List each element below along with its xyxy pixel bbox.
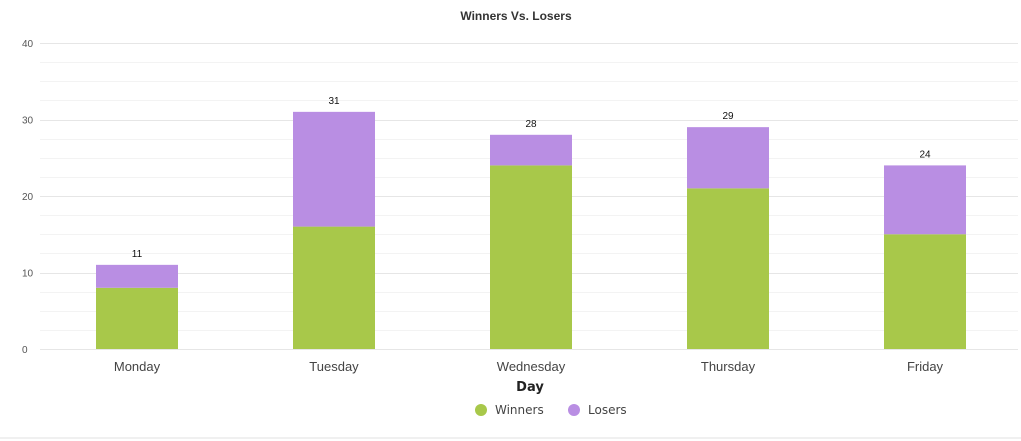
legend-marker-winners <box>475 404 487 416</box>
legend-label-winners: Winners <box>495 403 544 417</box>
bar-layer <box>96 111 966 349</box>
total-label-thursday: 29 <box>722 111 734 122</box>
bar-losers-friday[interactable] <box>884 165 966 235</box>
total-label-monday: 11 <box>132 249 143 260</box>
legend: Winners Losers <box>475 403 627 417</box>
chart-title: Winners Vs. Losers <box>460 9 572 23</box>
y-tick-label: 10 <box>22 269 34 280</box>
x-tick-label-monday: Monday <box>114 359 161 374</box>
total-label-wednesday: 28 <box>525 119 537 130</box>
x-tick-label-thursday: Thursday <box>701 359 756 374</box>
y-tick-label: 20 <box>22 192 34 203</box>
bar-winners-wednesday[interactable] <box>490 165 572 349</box>
total-label-tuesday: 31 <box>328 96 340 107</box>
bar-winners-friday[interactable] <box>884 234 966 349</box>
legend-item-winners[interactable]: Winners <box>475 403 544 417</box>
y-tick-label: 0 <box>22 345 28 356</box>
bar-winners-tuesday[interactable] <box>293 226 375 349</box>
total-label-friday: 24 <box>919 149 931 160</box>
bar-losers-thursday[interactable] <box>687 127 769 189</box>
x-tick-label-friday: Friday <box>907 359 944 374</box>
x-axis: Monday Tuesday Wednesday Thursday Friday <box>114 359 944 374</box>
y-tick-label: 30 <box>22 116 34 127</box>
legend-label-losers: Losers <box>588 403 627 417</box>
bar-losers-wednesday[interactable] <box>490 134 572 166</box>
y-tick-label: 40 <box>22 39 34 50</box>
legend-marker-losers <box>568 404 580 416</box>
bar-losers-monday[interactable] <box>96 264 178 288</box>
legend-item-losers[interactable]: Losers <box>568 403 627 417</box>
x-tick-label-wednesday: Wednesday <box>497 359 566 374</box>
total-labels: 11 31 28 29 24 <box>132 96 931 260</box>
bar-winners-monday[interactable] <box>96 287 178 349</box>
bar-losers-tuesday[interactable] <box>293 111 375 227</box>
bar-winners-thursday[interactable] <box>687 188 769 349</box>
x-axis-label: Day <box>516 380 544 395</box>
x-tick-label-tuesday: Tuesday <box>309 359 359 374</box>
y-axis: 0 10 20 30 40 <box>22 39 34 356</box>
